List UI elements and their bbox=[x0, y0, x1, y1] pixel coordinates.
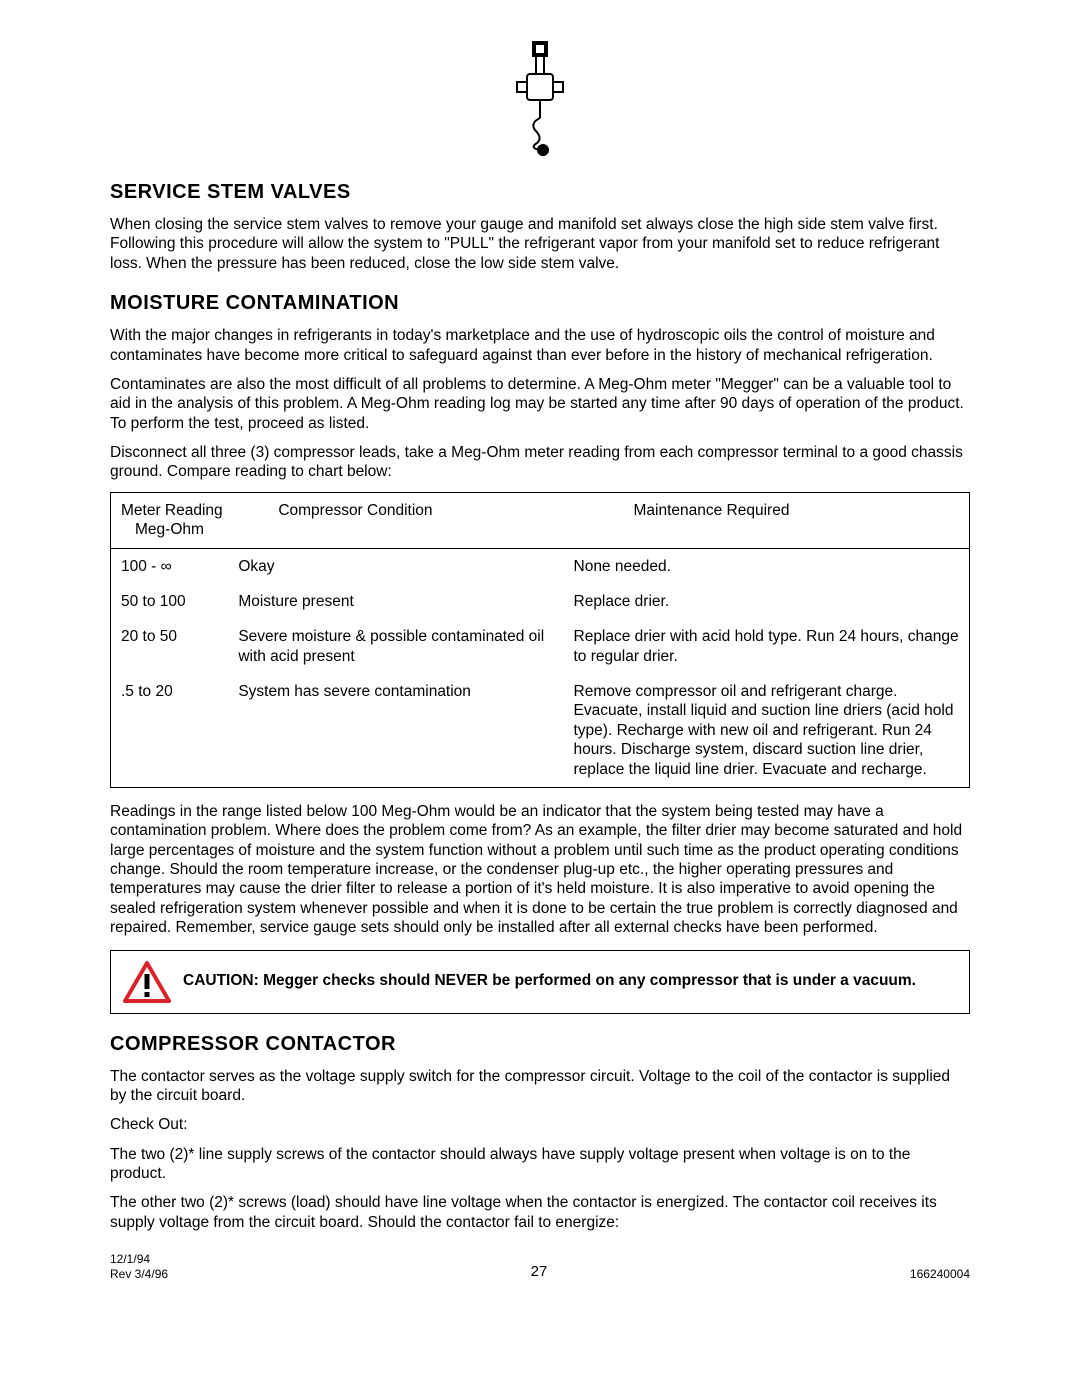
table-row: 20 to 50 Severe moisture & possible cont… bbox=[111, 619, 969, 674]
footer-date-1: 12/1/94 bbox=[110, 1252, 150, 1266]
footer-doc-number: 166240004 bbox=[910, 1267, 970, 1282]
valve-figure bbox=[505, 40, 575, 160]
paragraph-mc-1: With the major changes in refrigerants i… bbox=[110, 326, 970, 365]
paragraph-cc-4: The other two (2)* screws (load) should … bbox=[110, 1193, 970, 1232]
table-header-row: Meter Reading Meg-Ohm Compressor Conditi… bbox=[111, 493, 969, 549]
cell-maintenance: Replace drier with acid hold type. Run 2… bbox=[574, 627, 959, 666]
cell-condition: Severe moisture & possible contaminated … bbox=[238, 627, 573, 666]
paragraph-ssv-1: When closing the service stem valves to … bbox=[110, 215, 970, 273]
caution-text: CAUTION: Megger checks should NEVER be p… bbox=[183, 971, 916, 991]
megohm-table: Meter Reading Meg-Ohm Compressor Conditi… bbox=[110, 492, 970, 788]
table-header-maintenance: Maintenance Required bbox=[574, 501, 959, 540]
footer-date-2: Rev 3/4/96 bbox=[110, 1267, 168, 1281]
table-row: 50 to 100 Moisture present Replace drier… bbox=[111, 584, 969, 619]
table-header-condition: Compressor Condition bbox=[238, 501, 573, 540]
cell-reading: 50 to 100 bbox=[121, 592, 238, 611]
table-row: .5 to 20 System has severe contamination… bbox=[111, 674, 969, 787]
table-header-reading: Meter Reading Meg-Ohm bbox=[121, 501, 238, 540]
cell-maintenance: Replace drier. bbox=[574, 592, 959, 611]
table-header-reading-l2: Meg-Ohm bbox=[121, 521, 204, 538]
cell-maintenance: None needed. bbox=[574, 557, 959, 576]
paragraph-cc-1: The contactor serves as the voltage supp… bbox=[110, 1067, 970, 1106]
cell-reading: 100 - ∞ bbox=[121, 557, 238, 576]
table-row: 100 - ∞ Okay None needed. bbox=[111, 549, 969, 584]
page-footer: 12/1/94 Rev 3/4/96 27 166240004 bbox=[110, 1252, 970, 1282]
cell-reading: 20 to 50 bbox=[121, 627, 238, 666]
cell-condition: Moisture present bbox=[238, 592, 573, 611]
heading-service-stem-valves: SERVICE STEM VALVES bbox=[110, 180, 970, 205]
footer-page-number: 27 bbox=[531, 1263, 548, 1282]
paragraph-mc-3: Disconnect all three (3) compressor lead… bbox=[110, 443, 970, 482]
paragraph-cc-3: The two (2)* line supply screws of the c… bbox=[110, 1145, 970, 1184]
cell-reading: .5 to 20 bbox=[121, 682, 238, 779]
footer-dates: 12/1/94 Rev 3/4/96 bbox=[110, 1252, 168, 1282]
paragraph-mc-4: Readings in the range listed below 100 M… bbox=[110, 802, 970, 938]
cell-condition: System has severe contamination bbox=[238, 682, 573, 779]
cell-maintenance: Remove compressor oil and refrigerant ch… bbox=[574, 682, 959, 779]
caution-box: CAUTION: Megger checks should NEVER be p… bbox=[110, 950, 970, 1014]
paragraph-mc-2: Contaminates are also the most difficult… bbox=[110, 375, 970, 433]
cell-condition: Okay bbox=[238, 557, 573, 576]
heading-moisture-contamination: MOISTURE CONTAMINATION bbox=[110, 291, 970, 316]
paragraph-cc-2: Check Out: bbox=[110, 1115, 970, 1134]
heading-compressor-contactor: COMPRESSOR CONTACTOR bbox=[110, 1032, 970, 1057]
warning-triangle-icon bbox=[123, 961, 171, 1003]
table-header-reading-l1: Meter Reading bbox=[121, 502, 223, 519]
